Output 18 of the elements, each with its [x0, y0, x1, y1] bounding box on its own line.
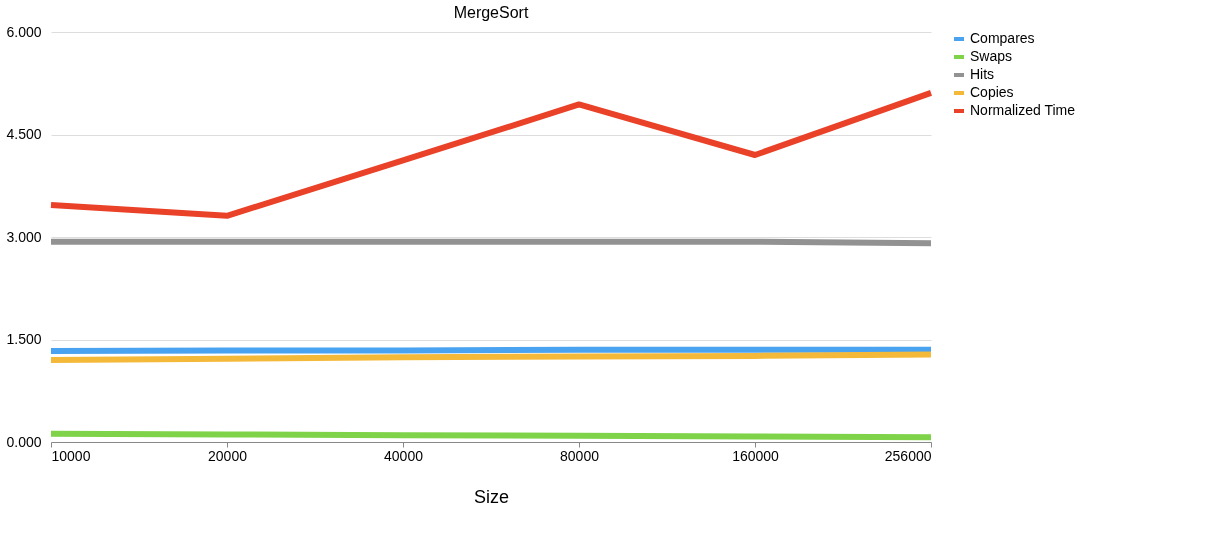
legend-label: Compares — [970, 30, 1035, 46]
legend-label: Swaps — [970, 48, 1013, 64]
y-tick-label: 0.000 — [6, 433, 42, 450]
y-tick-label: 1.500 — [6, 331, 42, 347]
legend-label: Hits — [970, 66, 995, 82]
x-axis-title: Size — [473, 486, 510, 507]
chart-title: MergeSort — [453, 4, 529, 21]
y-tick-label: 4.500 — [6, 126, 42, 142]
y-tick-label: 6.000 — [6, 23, 42, 40]
x-tick-label: 20000 — [208, 447, 248, 464]
y-tick-label: 3.000 — [6, 228, 42, 245]
legend-label: Copies — [970, 84, 1014, 100]
x-tick-label: 40000 — [384, 447, 424, 464]
x-tick-label: 80000 — [560, 447, 600, 464]
x-tick-label: 256000 — [884, 447, 932, 464]
legend-label: Normalized Time — [970, 102, 1076, 118]
x-tick-label: 10000 — [51, 447, 91, 464]
x-tick-label: 160000 — [732, 447, 780, 464]
